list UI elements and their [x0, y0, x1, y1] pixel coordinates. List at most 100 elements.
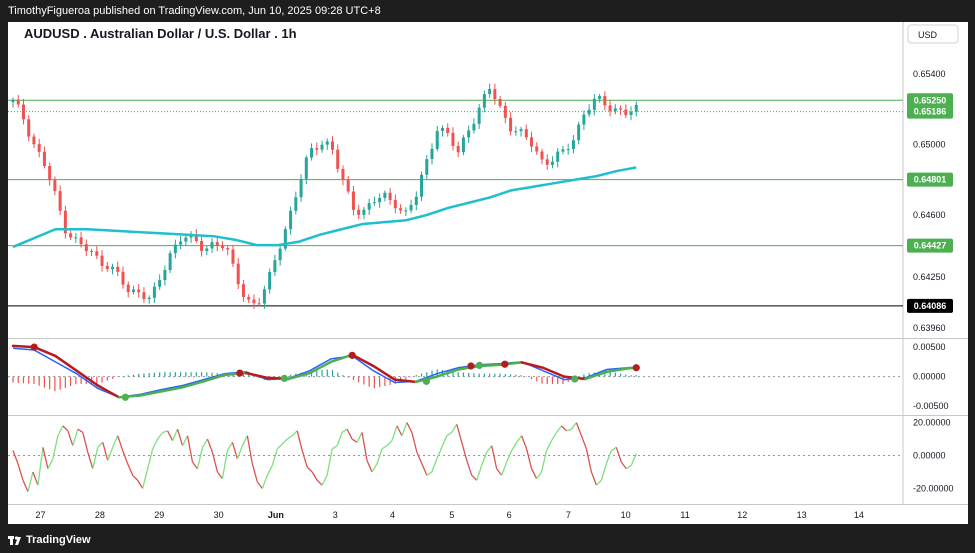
candle-body: [425, 159, 429, 175]
osc-tick-label: 0.00000: [913, 451, 946, 461]
time-tick-label: 27: [36, 510, 46, 520]
candle-body: [163, 270, 167, 281]
osc-line-segment: [181, 435, 189, 446]
price-level-badge: [907, 104, 953, 119]
osc-line-segment: [461, 442, 468, 461]
candle-body: [268, 271, 272, 290]
osc-line-segment: [92, 447, 99, 469]
candle-body: [58, 191, 62, 211]
osc-line-segment: [481, 452, 488, 466]
osc-line-segment: [496, 468, 503, 476]
osc-line-segment: [137, 479, 144, 489]
candle-body: [221, 245, 225, 249]
candle-body: [215, 242, 219, 246]
osc-line-segment: [152, 438, 159, 450]
publisher-bar: TimothyFigueroa published on TradingView…: [0, 0, 975, 22]
macd-tick-label: 0.00500: [913, 342, 946, 352]
macd-signal-segment: [181, 380, 206, 389]
candle-body: [446, 127, 450, 133]
osc-line-segment: [211, 452, 219, 473]
osc-line-segment: [37, 447, 44, 486]
candle-body: [440, 127, 444, 131]
candle-body: [629, 111, 633, 116]
candle-body: [121, 271, 125, 285]
candle-body: [315, 148, 319, 150]
currency-label: USD: [918, 30, 938, 40]
candle-body: [540, 151, 544, 160]
osc-line-segment: [266, 465, 273, 476]
osc-line-segment: [436, 447, 443, 460]
candle-body: [100, 255, 104, 266]
osc-line-segment: [421, 463, 428, 476]
osc-line-segment: [321, 475, 328, 486]
candle-body: [330, 141, 334, 150]
macd-cross-marker: [571, 375, 579, 383]
currency-box: [907, 24, 959, 44]
osc-line-segment: [57, 425, 64, 437]
osc-line-segment: [251, 463, 258, 483]
candle-body: [535, 146, 539, 152]
macd-cross-marker: [467, 362, 475, 370]
osc-line-segment: [336, 432, 343, 446]
price-tick-label: 0.63960: [913, 323, 946, 333]
chart-panel[interactable]: AUDUSD . Australian Dollar / U.S. Dollar…: [8, 22, 968, 524]
osc-line-segment: [326, 448, 333, 476]
osc-line-segment: [226, 442, 233, 451]
candle-body: [48, 166, 52, 181]
osc-tick-label: -20.00000: [913, 483, 954, 493]
candle-body: [435, 130, 439, 149]
macd-tick-label: -0.00500: [913, 401, 949, 411]
candle-body: [598, 96, 602, 99]
price-level-label: 0.65250: [914, 95, 947, 105]
candle-body: [278, 248, 282, 261]
candle-body: [173, 244, 177, 254]
candle-body: [16, 99, 20, 105]
osc-line-segment: [466, 460, 473, 476]
osc-line-segment: [456, 424, 463, 443]
candle-body: [147, 297, 151, 300]
osc-line-segment: [171, 428, 179, 441]
osc-line-segment: [127, 463, 134, 476]
candle-body: [388, 192, 392, 200]
candle-body: [592, 98, 596, 110]
osc-line-segment: [366, 460, 373, 473]
candle-body: [184, 237, 188, 242]
candle-body: [236, 263, 240, 285]
candle-body: [273, 260, 277, 272]
chart-title: AUDUSD . Australian Dollar / U.S. Dollar…: [24, 26, 297, 41]
candle-body: [325, 141, 329, 145]
osc-line-segment: [620, 461, 627, 470]
candle-body: [461, 137, 465, 153]
candle-body: [530, 137, 534, 147]
osc-line-segment: [201, 438, 209, 448]
macd-signal-segment: [287, 371, 312, 381]
osc-line-segment: [381, 445, 388, 450]
osc-line-segment: [311, 471, 318, 481]
candle-body: [226, 248, 230, 250]
osc-line-segment: [17, 463, 24, 481]
candle-body: [210, 242, 214, 249]
osc-line-segment: [301, 450, 308, 468]
candle-body: [283, 229, 287, 249]
candle-body: [561, 149, 565, 152]
osc-line-segment: [426, 471, 433, 476]
macd-cross-marker: [348, 351, 356, 359]
macd-signal-segment: [393, 378, 418, 384]
price-tick-label: 0.65000: [913, 139, 946, 149]
candle-body: [289, 210, 293, 230]
chart-canvas[interactable]: AUDUSD . Australian Dollar / U.S. Dollar…: [8, 22, 968, 524]
osc-line-segment: [82, 432, 89, 453]
macd-tick-label: 0.00000: [913, 372, 946, 382]
macd-cross-marker: [30, 343, 38, 351]
osc-line-segment: [580, 435, 588, 450]
osc-line-segment: [585, 448, 593, 473]
candle-body: [137, 289, 141, 293]
candle-body: [503, 105, 507, 118]
time-tick-label: 30: [214, 510, 224, 520]
osc-line-segment: [530, 468, 538, 479]
osc-line-segment: [72, 428, 79, 446]
macd-signal-segment: [96, 384, 121, 399]
candle-body: [409, 204, 413, 211]
osc-line-segment: [520, 435, 528, 450]
candle-body: [482, 94, 486, 108]
